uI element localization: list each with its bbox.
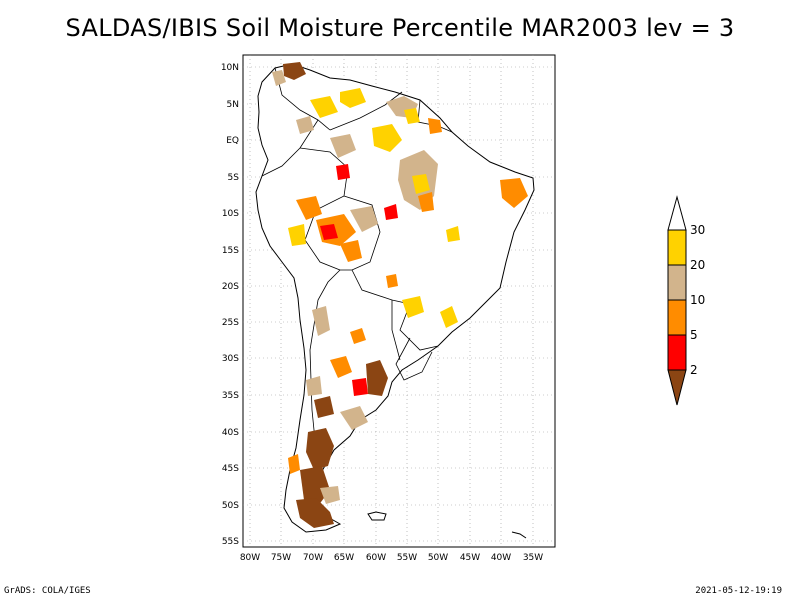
legend-label: 30 (690, 223, 705, 237)
lon-label: 35W (523, 553, 543, 563)
lon-label: 70W (303, 553, 323, 563)
lat-label: 45S (222, 464, 239, 474)
lon-label: 50W (428, 553, 448, 563)
falkland-islands (367, 511, 387, 521)
legend-swatch-2-5 (667, 334, 687, 371)
lon-label: 60W (366, 553, 386, 563)
legend-colorbar (667, 195, 687, 406)
legend-label: 10 (690, 293, 705, 307)
lat-label: 15S (222, 246, 239, 256)
legend-label: 5 (690, 328, 698, 342)
lon-label: 65W (334, 553, 354, 563)
footer-credit: GrADS: COLA/IGES (4, 586, 91, 596)
lat-label: 40S (222, 428, 239, 438)
lat-label: 30S (222, 354, 239, 364)
map-title: SALDAS/IBIS Soil Moisture Percentile MAR… (65, 14, 735, 42)
lat-label: EQ (226, 136, 239, 146)
lon-label: 80W (240, 553, 260, 563)
soil-moisture-shading (272, 62, 528, 528)
lat-label: 50S (222, 501, 239, 511)
lat-label: 10S (222, 209, 239, 219)
lat-label: 35S (222, 391, 239, 401)
latitude-labels: 10N 5N EQ 5S 10S 15S 20S 25S 30S 35S 40S… (221, 63, 239, 547)
lat-label: 55S (222, 537, 239, 547)
longitude-labels: 80W 75W 70W 65W 60W 55W 50W 45W 40W 35W (240, 553, 543, 563)
lon-label: 45W (460, 553, 480, 563)
legend-label: 20 (690, 258, 705, 272)
legend-label: 2 (690, 363, 698, 377)
south-georgia (511, 531, 527, 539)
lat-label: 25S (222, 318, 239, 328)
lat-label: 20S (222, 282, 239, 292)
legend-swatch-below-2 (667, 369, 687, 406)
lon-label: 55W (397, 553, 417, 563)
legend-labels: 30 20 10 5 2 (690, 223, 705, 377)
footer-timestamp: 2021-05-12-19:19 (695, 586, 782, 596)
legend-swatch-20-30 (667, 229, 687, 266)
legend-swatch-5-10 (667, 299, 687, 336)
lon-label: 40W (491, 553, 511, 563)
lat-label: 10N (221, 63, 239, 73)
legend-swatch-10-20 (667, 264, 687, 301)
lat-label: 5S (228, 173, 240, 183)
lat-label: 5N (227, 100, 239, 110)
lon-label: 75W (271, 553, 291, 563)
legend-swatch-above-30 (667, 195, 687, 231)
